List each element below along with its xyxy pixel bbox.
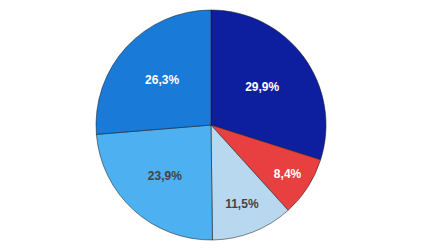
svg-text:8,4%: 8,4% [274,167,302,181]
svg-text:29,9%: 29,9% [245,80,279,94]
svg-text:23,9%: 23,9% [148,169,182,183]
svg-text:26,3%: 26,3% [145,73,179,87]
svg-text:11,5%: 11,5% [225,197,259,211]
